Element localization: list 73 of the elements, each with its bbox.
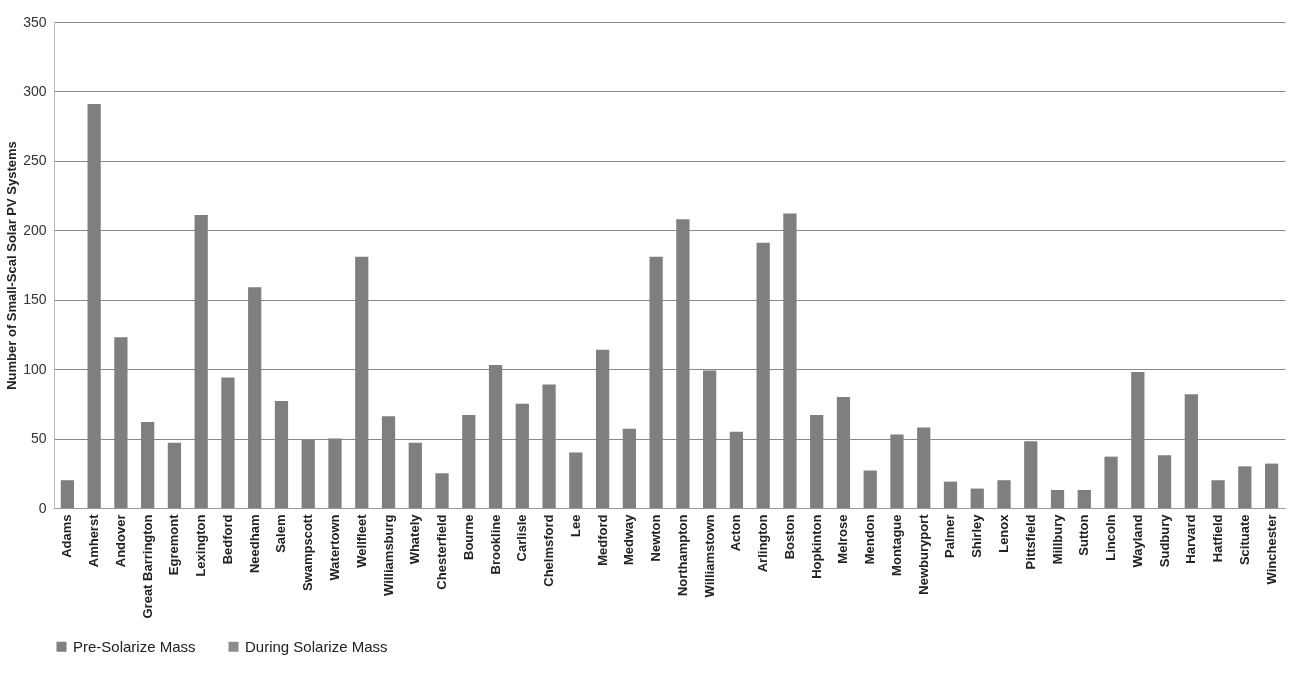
x-tick-label: Bedford xyxy=(219,514,235,565)
x-tick-label: Pittsfield xyxy=(1022,514,1038,570)
x-tick-label: Chesterfield xyxy=(434,514,450,590)
x-tick-label: Brookline xyxy=(487,514,503,575)
x-tick-label: Williamsburg xyxy=(380,514,396,597)
x-tick-label: Whately xyxy=(407,513,423,565)
x-tick-label: Shirley xyxy=(969,513,985,558)
x-tick-label: Northampton xyxy=(674,514,690,597)
y-axis-title: Number of Small-Scal Solar PV Systems xyxy=(4,141,20,390)
legend-label: During Solarize Mass xyxy=(245,637,388,655)
bar xyxy=(863,470,877,508)
x-tick-label: Harvard xyxy=(1183,514,1199,564)
x-tick-label: Palmer xyxy=(942,514,958,558)
y-tick-label: 50 xyxy=(30,430,47,447)
x-tick-label: Andover xyxy=(112,514,128,568)
y-tick-label: 200 xyxy=(23,221,47,238)
bar xyxy=(1211,480,1225,508)
x-tick-label: Wellfleet xyxy=(353,513,369,568)
x-tick-label: Winchester xyxy=(1263,514,1279,585)
x-tick-label: Newton xyxy=(648,514,664,562)
x-tick-label: Amherst xyxy=(86,513,102,568)
x-tick-label: Bourne xyxy=(460,514,476,560)
x-tick-label: Scituate xyxy=(1236,514,1252,566)
x-tick-label: Carlisle xyxy=(514,514,530,562)
x-tick-label: Boston xyxy=(781,514,797,560)
bar xyxy=(167,442,182,508)
x-tick-label: Salem xyxy=(273,514,289,553)
x-tick-label: Needham xyxy=(246,514,262,574)
bar xyxy=(970,488,984,508)
bar xyxy=(1050,489,1065,508)
legend-label: Pre-Solarize Mass xyxy=(73,637,196,655)
bar xyxy=(1157,455,1172,508)
y-tick-label: 0 xyxy=(38,499,47,516)
x-tick-label: Medford xyxy=(594,514,610,566)
x-tick-label: Hopkinton xyxy=(808,514,824,579)
y-tick-label: 100 xyxy=(23,360,47,377)
bar xyxy=(943,481,958,508)
x-tick-label: Hatfield xyxy=(1210,514,1226,563)
x-tick-label: Lenox xyxy=(996,513,1012,553)
x-tick-label: Williamstown xyxy=(701,514,717,598)
x-tick-label: Egremont xyxy=(166,513,182,576)
x-tick-label: Sudbury xyxy=(1156,513,1172,568)
x-tick-label: Chelmsford xyxy=(541,514,557,587)
bar xyxy=(1265,463,1279,508)
y-tick-label: 150 xyxy=(23,291,47,308)
x-tick-label: Wayland xyxy=(1129,514,1145,568)
y-tick-label: 350 xyxy=(23,13,47,30)
x-tick-label: Swampscott xyxy=(300,513,316,592)
bar xyxy=(1104,456,1118,508)
x-tick-label: Mendon xyxy=(862,514,878,565)
x-tick-label: Acton xyxy=(728,514,744,552)
x-tick-label: Montague xyxy=(888,514,904,576)
bar xyxy=(569,452,583,508)
bar xyxy=(1077,489,1091,508)
bar xyxy=(408,442,422,508)
x-tick-label: Adams xyxy=(59,514,75,558)
bar xyxy=(435,473,449,508)
x-tick-label: Arlington xyxy=(755,514,771,573)
x-tick-label: Sutton xyxy=(1076,514,1092,556)
x-tick-label: Millbury xyxy=(1049,513,1065,565)
x-tick-label: Lincoln xyxy=(1103,514,1119,561)
y-tick-label: 300 xyxy=(23,82,47,99)
x-tick-label: Medway xyxy=(621,513,637,566)
y-tick-label: 250 xyxy=(23,152,47,169)
x-tick-label: Melrose xyxy=(835,514,851,564)
x-tick-label: Lexington xyxy=(193,514,209,577)
bar xyxy=(997,480,1011,508)
x-tick-label: Newburyport xyxy=(915,513,931,595)
x-tick-label: Lee xyxy=(567,514,583,537)
x-tick-label: Great Barrington xyxy=(139,514,155,619)
x-tick-label: Watertown xyxy=(326,514,342,581)
bar xyxy=(1238,466,1252,508)
bar xyxy=(60,480,74,508)
